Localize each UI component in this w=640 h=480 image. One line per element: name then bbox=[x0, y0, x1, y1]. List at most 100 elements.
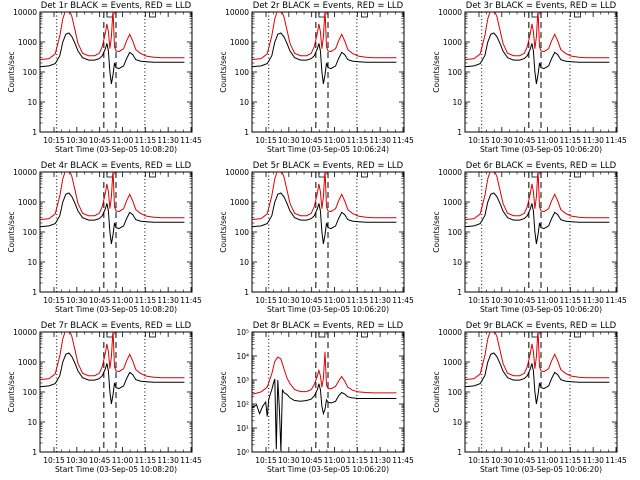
y-tick-label: 1000 bbox=[443, 198, 462, 207]
panel-title: Det 7r BLACK = Events, RED = LLD bbox=[41, 321, 192, 331]
x-tick-label: 10:15 bbox=[255, 136, 277, 145]
x-tick-label: 10:15 bbox=[255, 456, 277, 465]
y-axis-label: Counts/sec bbox=[7, 371, 16, 412]
series-lld bbox=[465, 332, 610, 381]
y-axis-label: Counts/sec bbox=[432, 211, 441, 252]
x-tick-label: 11:15 bbox=[347, 296, 369, 305]
y-tick-label: 100 bbox=[235, 68, 250, 77]
x-tick-label: 11:45 bbox=[392, 136, 414, 145]
panel-4: Det 4r BLACK = Events, RED = LLD 1 10 100 10… bbox=[7, 161, 202, 314]
panel-title: Det 2r BLACK = Events, RED = LLD bbox=[253, 1, 404, 11]
top-marker bbox=[574, 171, 581, 178]
y-tick-label: 10 bbox=[452, 418, 462, 427]
x-axis-label: Start Time (03-Sep-05 10:06:20) bbox=[480, 465, 602, 474]
y-tick-label: 10 bbox=[27, 98, 37, 107]
y-tick-label: 100 bbox=[235, 228, 250, 237]
x-tick-label: 11:30 bbox=[582, 296, 604, 305]
x-tick-label: 10:45 bbox=[301, 296, 323, 305]
y-tick-label: 10000 bbox=[225, 8, 249, 17]
x-tick-label: 11:00 bbox=[537, 296, 559, 305]
x-tick-label: 10:30 bbox=[66, 296, 88, 305]
x-tick-label: 10:30 bbox=[66, 456, 88, 465]
x-tick-label: 11:00 bbox=[537, 136, 559, 145]
x-tick-label: 11:30 bbox=[157, 296, 179, 305]
x-tick-label: 10:45 bbox=[89, 296, 111, 305]
y-axis-label: Counts/sec bbox=[432, 51, 441, 92]
y-tick-label: 100 bbox=[23, 388, 38, 397]
x-tick-label: 10:15 bbox=[255, 296, 277, 305]
panel-7: Det 7r BLACK = Events, RED = LLD 1 10 100 10… bbox=[7, 321, 202, 474]
x-tick-label: 11:15 bbox=[135, 296, 157, 305]
x-tick-label: 11:00 bbox=[324, 136, 346, 145]
y-tick-label: 1 bbox=[244, 288, 249, 297]
x-tick-label: 11:15 bbox=[135, 136, 157, 145]
x-axis-label: Start Time (03-Sep-05 10:06:20) bbox=[267, 305, 389, 314]
series-events bbox=[40, 192, 185, 244]
y-tick-label: 10000 bbox=[13, 8, 37, 17]
series-events bbox=[40, 352, 185, 404]
x-tick-label: 11:30 bbox=[157, 136, 179, 145]
panel-title: Det 5r BLACK = Events, RED = LLD bbox=[253, 161, 404, 171]
x-tick-label: 11:00 bbox=[324, 296, 346, 305]
y-axis-label: Counts/sec bbox=[432, 371, 441, 412]
x-tick-label: 11:45 bbox=[605, 136, 627, 145]
top-marker bbox=[149, 171, 156, 178]
x-tick-label: 10:15 bbox=[43, 136, 65, 145]
y-tick-label: 1000 bbox=[230, 38, 249, 47]
panel-title: Det 9r BLACK = Events, RED = LLD bbox=[466, 321, 617, 331]
series-events bbox=[465, 192, 610, 244]
x-tick-label: 10:15 bbox=[43, 296, 65, 305]
x-tick-label: 11:15 bbox=[347, 456, 369, 465]
top-marker bbox=[318, 171, 326, 178]
y-axis-label: Counts/sec bbox=[219, 51, 228, 92]
y-tick-label: 10² bbox=[236, 400, 249, 409]
x-tick-label: 11:15 bbox=[560, 296, 582, 305]
panel-2: Det 2r BLACK = Events, RED = LLD 1 10 100 10… bbox=[219, 1, 414, 154]
y-tick-label: 10⁴ bbox=[236, 352, 249, 361]
y-tick-label: 10000 bbox=[438, 8, 462, 17]
y-tick-label: 1000 bbox=[18, 198, 37, 207]
panel-3: Det 3r BLACK = Events, RED = LLD 1 10 100 10… bbox=[432, 1, 627, 154]
y-tick-label: 1000 bbox=[443, 38, 462, 47]
top-marker bbox=[531, 331, 539, 338]
x-axis-label: Start Time (03-Sep-05 10:06:20) bbox=[267, 465, 389, 474]
y-tick-label: 10 bbox=[27, 258, 37, 267]
top-marker bbox=[574, 11, 581, 18]
x-tick-label: 11:15 bbox=[560, 136, 582, 145]
y-tick-label: 1000 bbox=[18, 38, 37, 47]
series-lld bbox=[40, 12, 185, 61]
y-tick-label: 10 bbox=[239, 258, 249, 267]
x-tick-label: 11:30 bbox=[582, 456, 604, 465]
series-events bbox=[465, 352, 610, 404]
x-tick-label: 11:45 bbox=[605, 296, 627, 305]
panel-8: Det 8r BLACK = Events, RED = LLD 10⁰ 10¹ 10… bbox=[219, 321, 414, 474]
top-marker bbox=[318, 11, 326, 18]
x-tick-label: 11:00 bbox=[537, 456, 559, 465]
y-tick-label: 1000 bbox=[443, 358, 462, 367]
series-lld bbox=[40, 172, 185, 221]
series-lld bbox=[465, 12, 610, 61]
x-tick-label: 11:15 bbox=[560, 456, 582, 465]
x-tick-label: 11:30 bbox=[369, 296, 391, 305]
top-marker bbox=[361, 171, 368, 178]
top-marker bbox=[106, 171, 114, 178]
x-tick-label: 10:30 bbox=[66, 136, 88, 145]
series-lld bbox=[252, 172, 397, 221]
series-lld bbox=[252, 12, 397, 61]
x-tick-label: 11:30 bbox=[369, 136, 391, 145]
x-axis-label: Start Time (03-Sep-05 10:06:24) bbox=[267, 145, 389, 154]
y-tick-label: 1 bbox=[32, 448, 37, 457]
x-tick-label: 10:30 bbox=[491, 456, 513, 465]
panel-title: Det 4r BLACK = Events, RED = LLD bbox=[41, 161, 192, 171]
x-tick-label: 10:30 bbox=[278, 136, 300, 145]
y-axis-label: Counts/sec bbox=[7, 51, 16, 92]
y-tick-label: 10 bbox=[27, 418, 37, 427]
y-tick-label: 10 bbox=[452, 98, 462, 107]
y-tick-label: 1 bbox=[244, 128, 249, 137]
series-lld bbox=[465, 172, 610, 221]
x-tick-label: 11:45 bbox=[180, 136, 202, 145]
x-axis-label: Start Time (03-Sep-05 10:08:20) bbox=[55, 305, 177, 314]
top-marker bbox=[318, 331, 326, 338]
y-tick-label: 1 bbox=[32, 288, 37, 297]
